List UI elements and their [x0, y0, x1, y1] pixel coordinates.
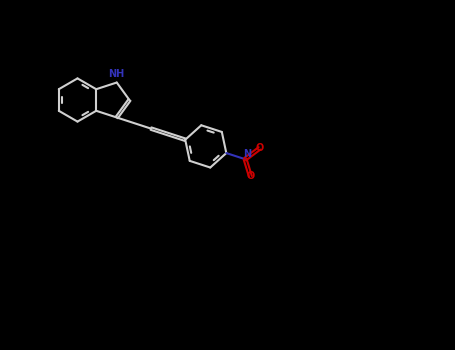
Text: N: N: [243, 149, 252, 159]
Text: O: O: [255, 144, 263, 153]
Text: NH: NH: [109, 69, 125, 78]
Text: O: O: [246, 172, 254, 181]
